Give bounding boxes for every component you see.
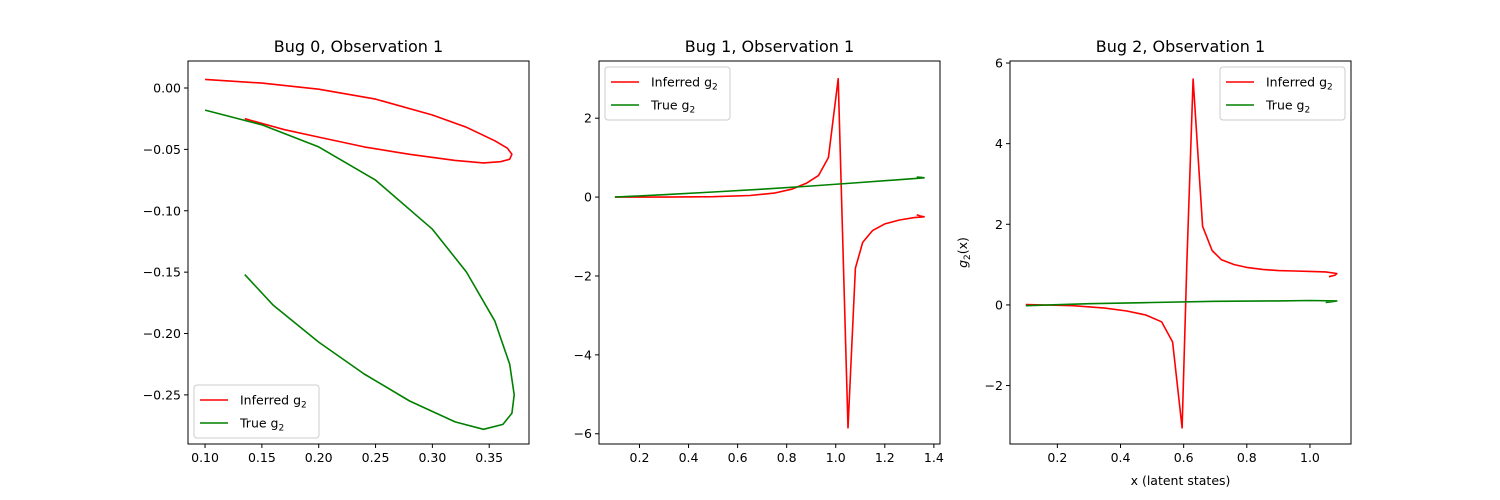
y-tick-label: −6 <box>574 426 592 441</box>
x-tick-label: 0.2 <box>630 450 650 465</box>
y-tick-label: 4 <box>995 136 1003 151</box>
legend-label-subscript: 2 <box>1304 106 1310 116</box>
legend-label-text: True g <box>650 98 689 113</box>
y-tick-label: −2 <box>574 268 592 283</box>
legend-label-subscript: 2 <box>278 424 284 434</box>
legend-box <box>1219 66 1346 121</box>
x-tick-label: 0.25 <box>362 450 390 465</box>
x-tick-label: 0.15 <box>248 450 276 465</box>
legend-label-subscript: 2 <box>689 106 695 116</box>
y-tick-label: −0.10 <box>143 203 181 218</box>
x-tick-label: 1.0 <box>826 450 846 465</box>
chart-title: Bug 0, Observation 1 <box>274 37 443 56</box>
y-tick-label: 6 <box>995 56 1003 71</box>
y-tick-label: 0 <box>584 190 592 205</box>
legend-label-inferred: Inferred g2 <box>1266 75 1333 93</box>
y-tick-label: 0.00 <box>153 81 181 96</box>
axes-frame <box>187 60 530 445</box>
legend-label-subscript: 2 <box>301 401 307 411</box>
y-tick-label: −0.15 <box>143 265 181 280</box>
x-tick-label: 0.35 <box>475 450 503 465</box>
axes-frame <box>598 60 941 445</box>
y-axis-label-subscript: 2 <box>963 254 973 260</box>
series-line-inferred-g2 <box>205 78 513 164</box>
subplot-2: Bug 2, Observation 1 0.2 0.4 0.6 0.8 1.0 6 4 2 0 −… <box>955 37 1352 488</box>
x-tick-label: 1.0 <box>1300 450 1320 465</box>
series-line-true-g2 <box>1025 299 1338 307</box>
series-line-true-g2 <box>614 176 925 198</box>
legend-label-inferred: Inferred g2 <box>240 393 307 411</box>
x-tick-label: 0.4 <box>1111 450 1131 465</box>
legend-label-subscript: 2 <box>712 83 718 93</box>
y-tick-label: −2 <box>985 378 1003 393</box>
legend-label-true: True g2 <box>1265 98 1310 116</box>
series-line-inferred-g2 <box>1025 78 1338 429</box>
legend-label-subscript: 2 <box>1327 83 1333 93</box>
legend-label-true: True g2 <box>239 416 284 434</box>
legend-box <box>604 66 731 121</box>
subplot-1: Bug 1, Observation 1 0.2 0.4 0.6 0.8 1.0 1.2 1.… <box>574 37 944 465</box>
x-tick-label: 0.8 <box>1237 450 1257 465</box>
subplot-0: Bug 0, Observation 1 0.10 0.15 0.20 0.25 0.30… <box>143 37 530 465</box>
x-tick-label: 0.2 <box>1047 450 1067 465</box>
y-tick-label: −4 <box>574 347 592 362</box>
y-tick-label: −0.05 <box>143 142 181 157</box>
y-tick-label: 0 <box>995 297 1003 312</box>
legend-label-text: Inferred g <box>240 393 301 408</box>
legend-label-text: Inferred g <box>651 75 712 90</box>
series-line-inferred-g2 <box>614 77 925 429</box>
y-tick-label: 2 <box>584 111 592 126</box>
x-tick-label: 1.4 <box>924 450 944 465</box>
x-tick-label: 0.20 <box>305 450 333 465</box>
y-tick-label: −0.25 <box>143 387 181 402</box>
y-tick-label: 2 <box>995 217 1003 232</box>
legend-label-text: Inferred g <box>1266 75 1327 90</box>
y-axis-label-suffix: (x) <box>955 237 970 254</box>
x-tick-label: 0.8 <box>777 450 797 465</box>
axes-frame <box>1009 60 1352 445</box>
y-axis-label-text: g <box>955 260 970 268</box>
x-axis-label: x (latent states) <box>1131 473 1231 488</box>
chart-title: Bug 1, Observation 1 <box>685 37 854 56</box>
x-tick-label: 1.2 <box>875 450 895 465</box>
y-tick-label: −0.20 <box>143 326 181 341</box>
x-tick-label: 0.30 <box>418 450 446 465</box>
x-tick-label: 0.6 <box>728 450 748 465</box>
x-tick-label: 0.6 <box>1174 450 1194 465</box>
legend-label-true: True g2 <box>650 98 695 116</box>
y-axis-label: g2(x) <box>955 237 973 268</box>
legend-label-inferred: Inferred g2 <box>651 75 718 93</box>
chart-title: Bug 2, Observation 1 <box>1096 37 1265 56</box>
x-tick-label: 0.4 <box>679 450 699 465</box>
legend-label-text: True g <box>239 416 278 431</box>
x-tick-label: 0.10 <box>191 450 219 465</box>
series-line-true-g2 <box>204 109 516 431</box>
legend-box <box>193 384 320 439</box>
legend-label-text: True g <box>1265 98 1304 113</box>
